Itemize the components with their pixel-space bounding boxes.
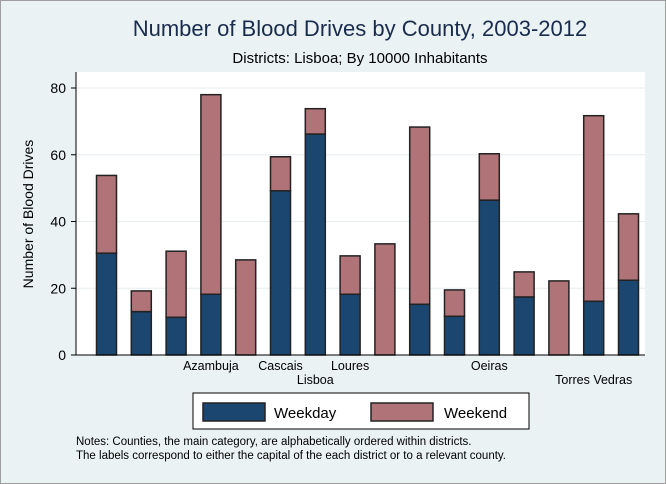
bar-weekend xyxy=(374,243,396,356)
y-tick-label: 60 xyxy=(50,147,66,163)
bar-weekend xyxy=(617,213,640,281)
y-axis-label: Number of Blood Drives xyxy=(20,140,36,289)
y-tick-label: 40 xyxy=(50,214,66,230)
bar-weekend xyxy=(200,93,222,296)
bar-weekend xyxy=(165,250,187,319)
bar-weekday xyxy=(408,303,431,356)
chart-title: Number of Blood Drives by County, 2003-2… xyxy=(132,16,588,41)
legend-label-weekend: Weekend xyxy=(444,405,507,422)
bar-weekday xyxy=(582,300,605,356)
bar-weekend xyxy=(513,271,535,298)
bar-weekday xyxy=(617,279,640,356)
bar-weekend xyxy=(339,255,361,296)
bar-weekday xyxy=(165,316,187,356)
bar-weekday xyxy=(200,293,222,356)
x-tick-label: Torres Vedras xyxy=(555,373,632,387)
x-tick-label: Oeiras xyxy=(471,359,508,373)
bar-weekend xyxy=(582,114,605,303)
bar-weekend xyxy=(478,152,501,201)
legend-swatch-weekend xyxy=(370,402,434,422)
bar-weekday xyxy=(304,133,327,356)
x-tick-label: Lisboa xyxy=(297,373,334,387)
bar-weekday xyxy=(339,293,361,356)
bar-weekend xyxy=(95,174,118,254)
bar-weekend xyxy=(130,290,153,313)
bar-weekday xyxy=(130,310,153,356)
chart-subtitle: Districts: Lisboa; By 10000 Inhabitants xyxy=(232,50,488,67)
legend-swatch-weekday xyxy=(202,402,266,422)
bar-weekday xyxy=(478,199,501,356)
notes-line-2: The labels correspond to either the capi… xyxy=(76,450,506,462)
legend-label-weekday: Weekday xyxy=(274,405,337,422)
bar-weekend xyxy=(269,156,292,192)
bar-weekday xyxy=(513,296,535,356)
bar-weekend xyxy=(548,280,570,356)
y-tick-label: 20 xyxy=(50,280,66,296)
y-axis-ticks: 0 20 40 60 80 xyxy=(50,80,76,363)
y-tick-label: 80 xyxy=(50,80,66,96)
bar-weekday xyxy=(269,190,292,356)
notes-line-1: Notes: Counties, the main category, are … xyxy=(76,436,472,448)
bar-weekend xyxy=(443,289,466,318)
bar-weekend xyxy=(304,107,327,135)
bar-weekend xyxy=(408,126,431,306)
x-tick-label: Loures xyxy=(331,359,369,373)
y-tick-label: 0 xyxy=(58,347,66,363)
x-tick-label: Cascais xyxy=(258,359,302,373)
bar-weekday xyxy=(443,315,466,356)
bars xyxy=(95,93,640,356)
x-tick-label: Azambuja xyxy=(183,359,239,373)
bar-weekday xyxy=(95,252,118,356)
bar-weekend xyxy=(234,259,257,356)
